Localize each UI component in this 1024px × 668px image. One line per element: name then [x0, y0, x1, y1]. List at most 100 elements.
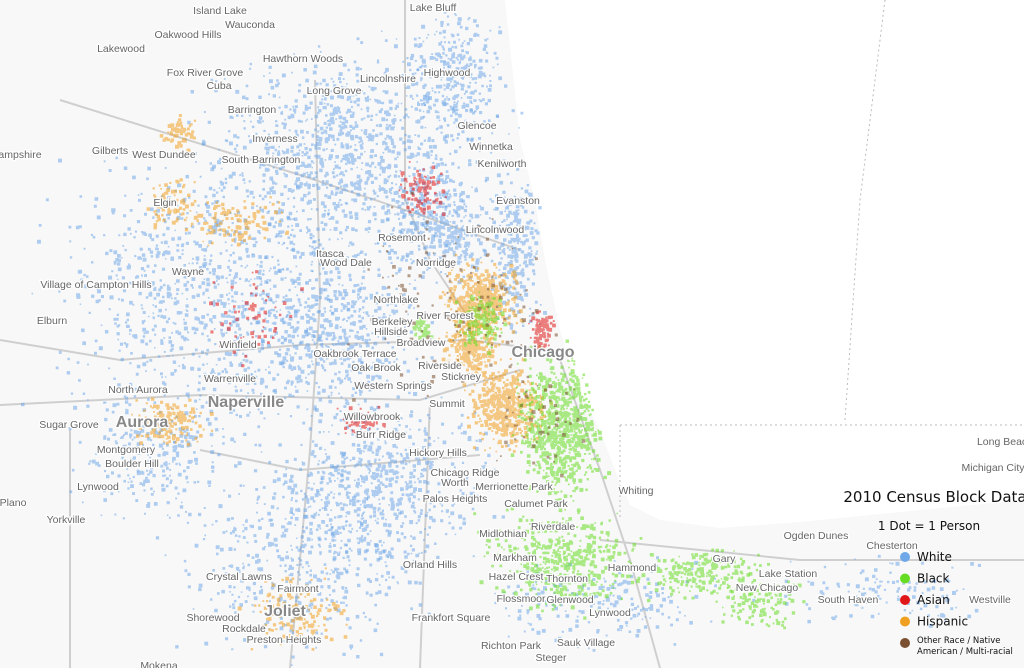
place-label: Long Grove	[307, 85, 362, 97]
dot-cluster	[510, 339, 612, 513]
place-label: Hammond	[608, 562, 657, 574]
place-label: Palos Heights	[423, 493, 488, 505]
place-label: Westville	[969, 594, 1011, 606]
place-label: Michigan City	[961, 462, 1024, 474]
place-label: Lynwood	[589, 607, 631, 619]
dot-cluster	[473, 500, 651, 620]
dot-cluster	[452, 291, 508, 356]
place-label: Winnetka	[469, 141, 513, 153]
place-label: Lake Bluff	[410, 2, 457, 14]
place-label: Whiting	[618, 485, 653, 497]
place-label: Chicago Ridge	[431, 467, 500, 479]
place-label: Lakewood	[97, 43, 145, 55]
place-label: Montgomery	[97, 444, 156, 456]
place-label: Norridge	[416, 257, 456, 269]
census-dots	[21, 10, 981, 666]
place-label: Riverside	[418, 360, 462, 372]
place-label: Ogden Dunes	[784, 530, 849, 542]
dot-cluster	[484, 163, 547, 334]
place-label: Fox River Grove	[167, 67, 244, 79]
place-label: Highwood	[424, 67, 471, 79]
place-label: Sauk Village	[557, 637, 615, 649]
dot-cluster	[209, 270, 304, 368]
place-label: Sugar Grove	[39, 419, 99, 431]
place-label: ampshire	[0, 149, 42, 161]
place-label: Plano	[0, 497, 27, 509]
place-label: Western Springs	[354, 380, 431, 392]
legend-label: White	[917, 550, 952, 564]
dot-cluster	[262, 381, 510, 575]
place-label: Burr Ridge	[356, 429, 406, 441]
dot-cluster	[752, 554, 981, 628]
legend-swatch	[900, 552, 910, 562]
legend-swatch	[900, 616, 910, 627]
dot-cluster	[398, 161, 447, 217]
place-label: Boulder Hill	[105, 458, 159, 470]
place-label: Midlothian	[479, 528, 527, 540]
place-label: Lake Station	[759, 568, 818, 580]
place-label: Shorewood	[186, 612, 239, 624]
place-label: Broadview	[396, 337, 445, 349]
place-label: Berkeley	[372, 316, 414, 328]
place-label: Long Beach	[977, 436, 1024, 448]
dot-cluster	[224, 222, 443, 425]
place-label: Crystal Lawns	[206, 571, 272, 583]
place-label: New Chicago	[736, 582, 799, 594]
place-label: Hickory Hills	[409, 447, 467, 459]
dot-cluster	[159, 114, 197, 153]
place-label: Oakwood Hills	[154, 29, 221, 41]
place-label: Hawthorn Woods	[263, 53, 343, 65]
legend-label: Hispanic	[917, 615, 968, 629]
place-label: River Forest	[416, 310, 473, 322]
place-label: Thornton	[546, 573, 588, 585]
place-label: Steger	[536, 652, 567, 664]
place-label: Orland Hills	[403, 559, 457, 571]
place-label: Rosemont	[378, 232, 426, 244]
place-label: Aurora	[116, 414, 169, 431]
place-label: Lynwood	[77, 481, 119, 493]
place-label: Kenilworth	[477, 158, 526, 170]
place-label: Lincolnshire	[360, 73, 416, 85]
lake-michigan	[505, 0, 1024, 528]
place-label: Cuba	[206, 80, 231, 92]
place-label: Hillside	[374, 326, 408, 338]
dot-cluster	[528, 310, 556, 350]
place-label: Glenwood	[546, 594, 593, 606]
legend-swatch	[900, 573, 910, 584]
legend-label: American / Multi-racial	[917, 647, 1013, 657]
place-label: Barrington	[228, 104, 277, 116]
place-label: Evanston	[496, 195, 540, 207]
place-label: Lincolnwood	[466, 224, 525, 236]
place-label: North Aurora	[108, 384, 168, 396]
place-label: Chesterton	[866, 540, 918, 552]
dot-cluster	[407, 313, 434, 347]
place-label: Mokena	[140, 660, 178, 668]
legend-swatch	[900, 595, 910, 605]
place-label: Riverdale	[531, 521, 576, 533]
place-label: Preston Heights	[247, 634, 322, 646]
place-label: Oakbrook Terrace	[313, 348, 396, 360]
legend-title: 2010 Census Block Data	[843, 488, 1024, 506]
place-label: West Dundee	[132, 149, 196, 161]
dot-cluster	[388, 10, 508, 143]
dot-cluster	[146, 178, 197, 230]
place-label: Chicago	[511, 344, 574, 361]
place-label: Winfield	[219, 339, 257, 351]
legend-swatch	[900, 638, 910, 648]
place-label: Calumet Park	[504, 498, 568, 510]
legend: 2010 Census Block Data 1 Dot = 1 Person …	[843, 488, 1024, 657]
place-label: Frankfort Square	[412, 612, 491, 624]
place-label: Gary	[713, 553, 737, 565]
place-label: Flossmoor	[496, 593, 546, 605]
place-label: Wauconda	[225, 19, 275, 31]
place-label: Wayne	[172, 266, 204, 278]
place-label: Oak Brook	[351, 362, 401, 374]
dot-cluster	[155, 461, 462, 666]
place-label: Merrionette Park	[475, 481, 553, 493]
legend-label: Other Race / Native	[917, 636, 1000, 646]
place-label: Naperville	[208, 394, 285, 411]
legend-label: Black	[917, 572, 950, 586]
place-label: Worth	[441, 477, 469, 489]
